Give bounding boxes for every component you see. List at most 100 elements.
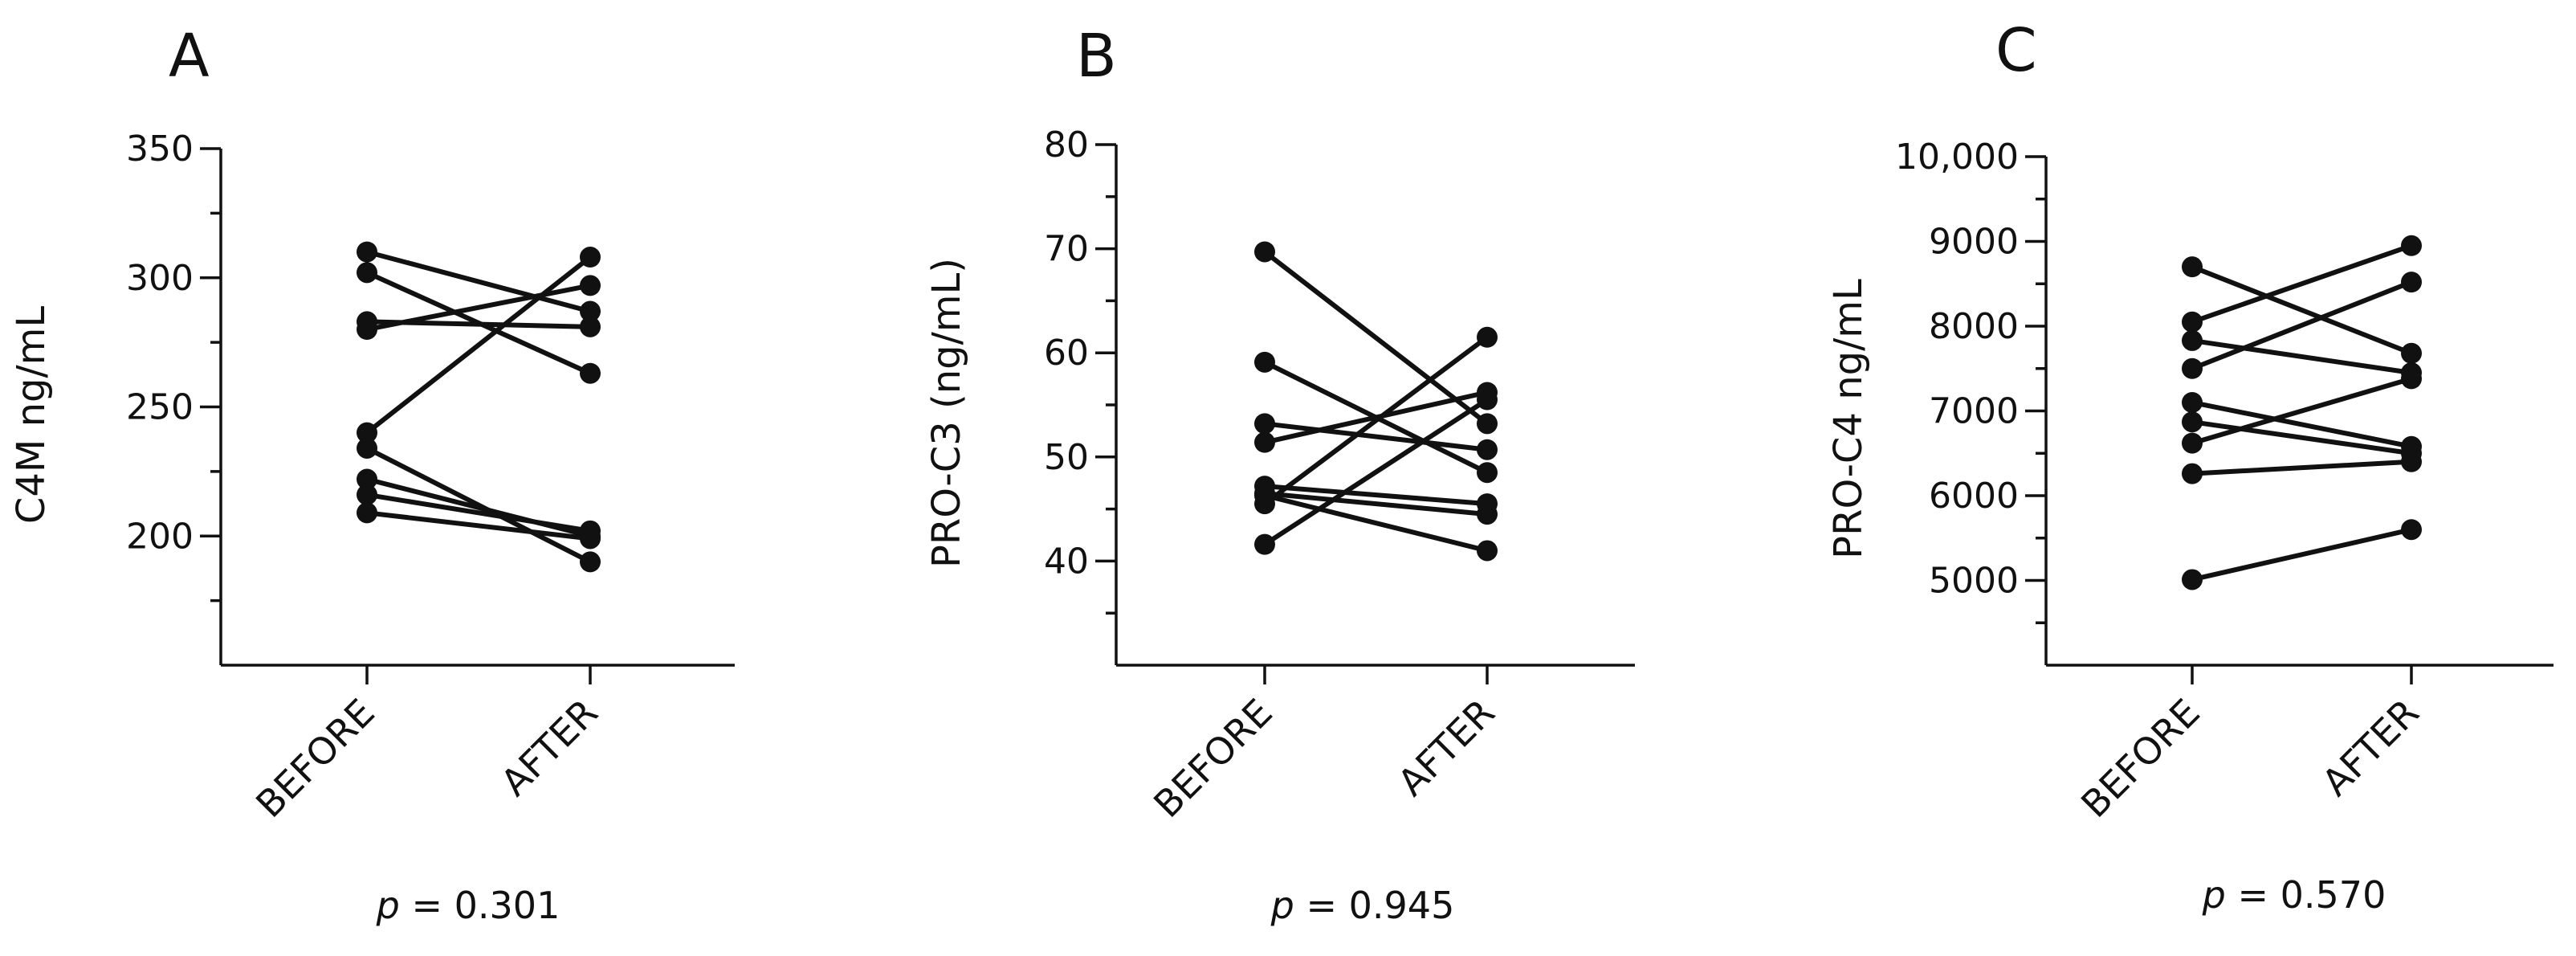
y-tick-label: 80 (1044, 125, 1089, 165)
p-value: p = 0.570 (2202, 873, 2386, 917)
paired-line (365, 255, 592, 435)
point-before (1254, 431, 1275, 453)
point-before (1254, 241, 1275, 263)
p-value-text: = 0.301 (400, 884, 560, 927)
point-before (357, 422, 377, 443)
point-before (357, 319, 377, 341)
x-tick-label: AFTER (1389, 691, 1503, 805)
point-before (357, 468, 377, 490)
paired-line (1264, 492, 1488, 554)
point-after (580, 247, 601, 268)
paired-line (1264, 421, 1488, 452)
point-before (2182, 463, 2203, 484)
paired-line (366, 492, 591, 533)
paired-line (2191, 400, 2412, 449)
point-before (2182, 357, 2203, 379)
point-before (2182, 569, 2203, 590)
point-before (1254, 351, 1275, 373)
y-tick-label: 250 (126, 387, 194, 428)
paired-line (1264, 491, 1488, 517)
p-symbol: p (1270, 884, 1294, 927)
point-after (580, 300, 601, 322)
paired-line (2191, 280, 2413, 371)
p-value-text: = 0.945 (1294, 884, 1454, 927)
y-tick-label: 6000 (1929, 476, 2019, 517)
paired-line (1263, 250, 1489, 426)
point-after (580, 551, 601, 573)
point-before (2182, 311, 2203, 333)
point-before (357, 241, 377, 263)
paired-line (366, 283, 591, 332)
point-after (1477, 326, 1498, 348)
point-before (2182, 391, 2203, 413)
point-after (2401, 272, 2422, 293)
p-value: p = 0.945 (1270, 884, 1455, 927)
point-after (1477, 439, 1498, 460)
y-tick-label: 7000 (1929, 391, 2019, 432)
point-before (357, 437, 377, 459)
panel-a: A 200 250 300 350 BEFORE AFTER C4M ng/mL p = 0.3… (9, 22, 735, 927)
paired-line (1264, 390, 1488, 445)
point-before (2182, 411, 2203, 433)
y-tick-label: 8000 (1929, 306, 2019, 347)
point-after (1477, 540, 1498, 562)
x-tick-label: BEFORE (247, 691, 383, 827)
point-after (1477, 389, 1498, 411)
point-after (2401, 519, 2422, 541)
y-axis-title: C4M ng/mL (9, 306, 54, 525)
point-before (2182, 256, 2203, 278)
point-after (580, 528, 601, 549)
paired-line (366, 510, 591, 541)
panel-c: C 5000 6000 7000 8000 9000 10,000 BEFORE AFTER PR… (1826, 16, 2554, 917)
paired-line (2191, 459, 2412, 476)
y-tick-label: 5000 (1929, 561, 2019, 602)
y-tick-label: 350 (126, 129, 194, 170)
point-after (2401, 342, 2422, 364)
paired-line (1263, 335, 1489, 506)
paired-line (1263, 398, 1489, 547)
p-value: p = 0.301 (376, 884, 560, 927)
point-after (1477, 462, 1498, 484)
y-tick-label: 50 (1044, 437, 1089, 478)
paired-line (2191, 376, 2412, 446)
panel-letter: C (1995, 16, 2037, 85)
point-before (1254, 483, 1275, 505)
y-axis-title: PRO-C3 (ng/mL) (924, 258, 969, 568)
point-after (580, 316, 601, 337)
y-tick-label: 300 (126, 258, 194, 299)
panel-letter: B (1076, 22, 1117, 91)
panel-letter: A (169, 22, 210, 91)
y-tick-label: 40 (1044, 541, 1089, 582)
y-tick-label: 70 (1044, 229, 1089, 270)
y-axis-title: PRO-C4 ng/mL (1826, 279, 1871, 559)
point-after (2401, 451, 2422, 472)
y-tick-label: 9000 (1929, 222, 2019, 263)
point-after (1477, 504, 1498, 525)
paired-line (366, 249, 591, 314)
paired-line (2191, 337, 2412, 375)
y-tick-label: 60 (1044, 333, 1089, 374)
point-before (1254, 533, 1275, 555)
x-tick-label: AFTER (2313, 691, 2427, 805)
paired-line (1264, 484, 1488, 507)
x-tick-label: BEFORE (2073, 691, 2208, 827)
p-value-text: = 0.570 (2226, 873, 2386, 917)
panel-b: B 40 50 60 70 80 BEFORE AFTER PRO-C3 (ng/mL) p = … (924, 22, 1635, 927)
paired-line (2191, 264, 2413, 356)
point-before (357, 502, 377, 524)
point-after (580, 362, 601, 384)
y-tick-label: 10,000 (1895, 137, 2019, 178)
y-tick-label: 200 (126, 516, 194, 557)
point-before (1254, 413, 1275, 435)
point-after (2401, 368, 2422, 390)
x-tick-label: BEFORE (1145, 691, 1281, 827)
point-before (2182, 329, 2203, 351)
point-after (2401, 235, 2422, 256)
p-symbol: p (2202, 873, 2226, 917)
point-before (2182, 432, 2203, 454)
paired-line (2191, 527, 2412, 582)
point-after (580, 275, 601, 296)
paired-line (2191, 243, 2412, 325)
point-before (357, 484, 377, 505)
